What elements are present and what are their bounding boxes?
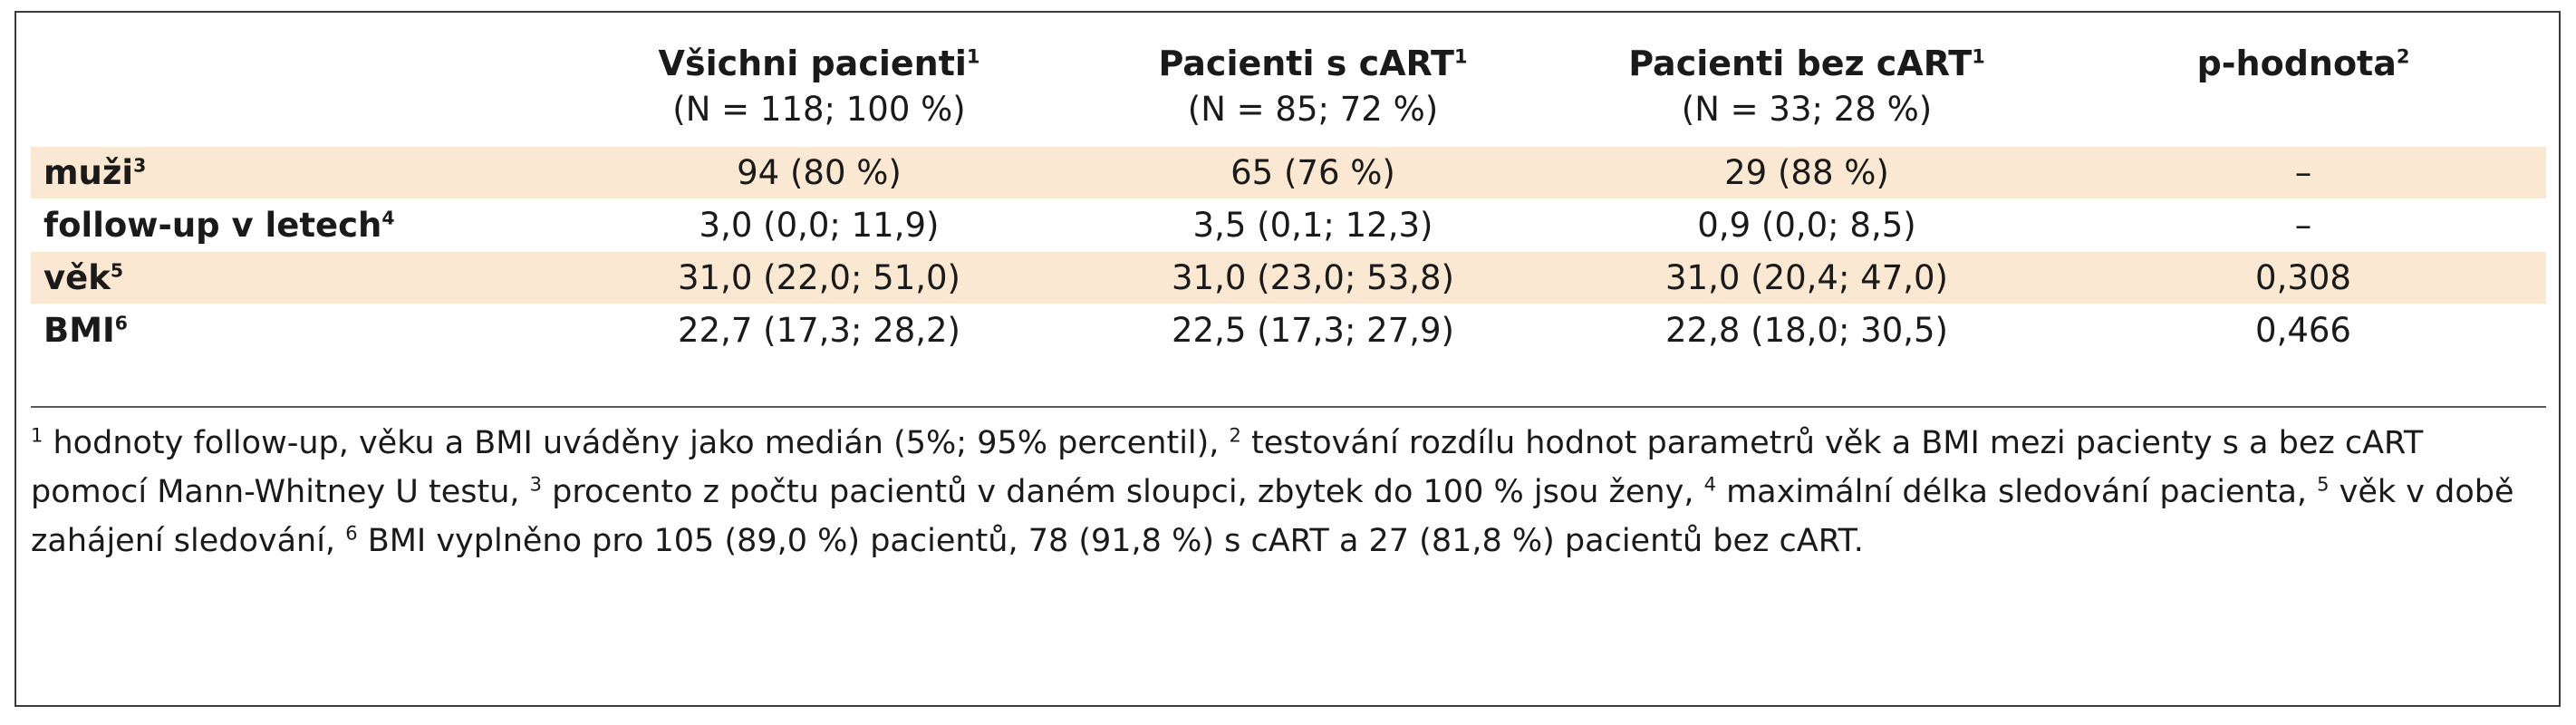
table-cell: 31,0 (20,4; 47,0) <box>1553 251 2060 304</box>
header-sup: 1 <box>966 45 980 68</box>
header-label: p-hodnota <box>2196 44 2397 83</box>
footnote-marker: 1 <box>31 424 43 447</box>
footnote-text: BMI vyplněno pro 105 (89,0 %) pacientů, … <box>357 523 1864 559</box>
row-label: muži3 <box>31 147 565 199</box>
row-label-text: muži <box>43 153 134 192</box>
table-footnotes: 1 hodnoty follow-up, věku a BMI uváděny … <box>31 419 2532 566</box>
table-cell: – <box>2060 198 2546 252</box>
table-row-men: muži3 94 (80 %) 65 (76 %) 29 (88 %) – <box>31 147 2546 199</box>
row-label-sup: 6 <box>114 312 128 334</box>
table-row-bmi: BMI6 22,7 (17,3; 28,2) 22,5 (17,3; 27,9)… <box>31 304 2546 357</box>
footnote-text: procento z počtu pacientů v daném sloupc… <box>542 474 1704 510</box>
header-sup: 1 <box>1453 45 1468 68</box>
header-patients-cart: Pacienti s cART1 (N = 85; 72 %) <box>1073 40 1553 147</box>
table-cell: 65 (76 %) <box>1073 147 1553 199</box>
footnote-marker: 6 <box>345 522 358 545</box>
table-cell: 22,8 (18,0; 30,5) <box>1553 304 2060 357</box>
row-label-text: follow-up v letech <box>43 206 382 245</box>
footnote-text: hodnoty follow-up, věku a BMI uváděny ja… <box>43 425 1230 461</box>
table-cell: 0,466 <box>2060 304 2546 357</box>
header-label: Pacienti bez cART <box>1628 44 1973 83</box>
table-cell: 94 (80 %) <box>565 147 1073 199</box>
table-cell: 29 (88 %) <box>1553 147 2060 199</box>
header-sup: 2 <box>2396 45 2410 68</box>
footnote-text: maximální délka sledování pacienta, <box>1715 474 2318 510</box>
table-cell: 22,7 (17,3; 28,2) <box>565 304 1073 357</box>
table-cell: 22,5 (17,3; 27,9) <box>1073 304 1553 357</box>
row-label: BMI6 <box>31 304 565 357</box>
table-frame <box>14 11 2561 707</box>
header-p-value: p-hodnota2 <box>2060 40 2546 147</box>
header-label: Pacienti s cART <box>1158 44 1454 83</box>
table-cell: 0,308 <box>2060 251 2546 304</box>
table-row-age: věk5 31,0 (22,0; 51,0) 31,0 (23,0; 53,8)… <box>31 251 2546 304</box>
row-label-sup: 3 <box>133 154 147 177</box>
table-cell: 31,0 (22,0; 51,0) <box>565 251 1073 304</box>
table-row-follow-up: follow-up v letech4 3,0 (0,0; 11,9) 3,5 … <box>31 198 2546 252</box>
header-empty <box>31 40 565 147</box>
header-all-patients: Všichni pacienti1 (N = 118; 100 %) <box>565 40 1073 147</box>
footnote-marker: 4 <box>1703 473 1716 496</box>
patient-characteristics-table: Všichni pacienti1 (N = 118; 100 %) Pacie… <box>31 40 2546 357</box>
row-label-text: věk <box>43 258 111 297</box>
footnote-marker: 5 <box>2317 473 2330 496</box>
footnote-marker: 2 <box>1229 424 1241 447</box>
footnote-marker: 3 <box>529 473 543 496</box>
table-header-row: Všichni pacienti1 (N = 118; 100 %) Pacie… <box>31 40 2546 147</box>
header-count: (N = 118; 100 %) <box>672 90 966 129</box>
table-cell: 0,9 (0,0; 8,5) <box>1553 198 2060 252</box>
header-count: (N = 85; 72 %) <box>1187 90 1439 129</box>
footnote-text: věk v době zahájení sledování, <box>31 474 2514 559</box>
header-patients-no-cart: Pacienti bez cART1 (N = 33; 28 %) <box>1553 40 2060 147</box>
row-label: věk5 <box>31 251 565 304</box>
row-label-text: BMI <box>43 311 115 350</box>
table-cell: – <box>2060 147 2546 199</box>
row-label: follow-up v letech4 <box>31 198 565 252</box>
row-label-sup: 5 <box>110 259 123 282</box>
header-count: (N = 33; 28 %) <box>1681 90 1933 129</box>
table-cell: 3,5 (0,1; 12,3) <box>1073 198 1553 252</box>
table-cell: 3,0 (0,0; 11,9) <box>565 198 1073 252</box>
header-sup: 1 <box>1972 45 1985 68</box>
table-bottom-rule <box>31 406 2546 408</box>
table-cell: 31,0 (23,0; 53,8) <box>1073 251 1553 304</box>
footnote-text: testování rozdílu hodnot parametrů věk a… <box>31 425 2424 510</box>
header-label: Všichni pacienti <box>658 44 967 83</box>
row-label-sup: 4 <box>381 207 395 229</box>
